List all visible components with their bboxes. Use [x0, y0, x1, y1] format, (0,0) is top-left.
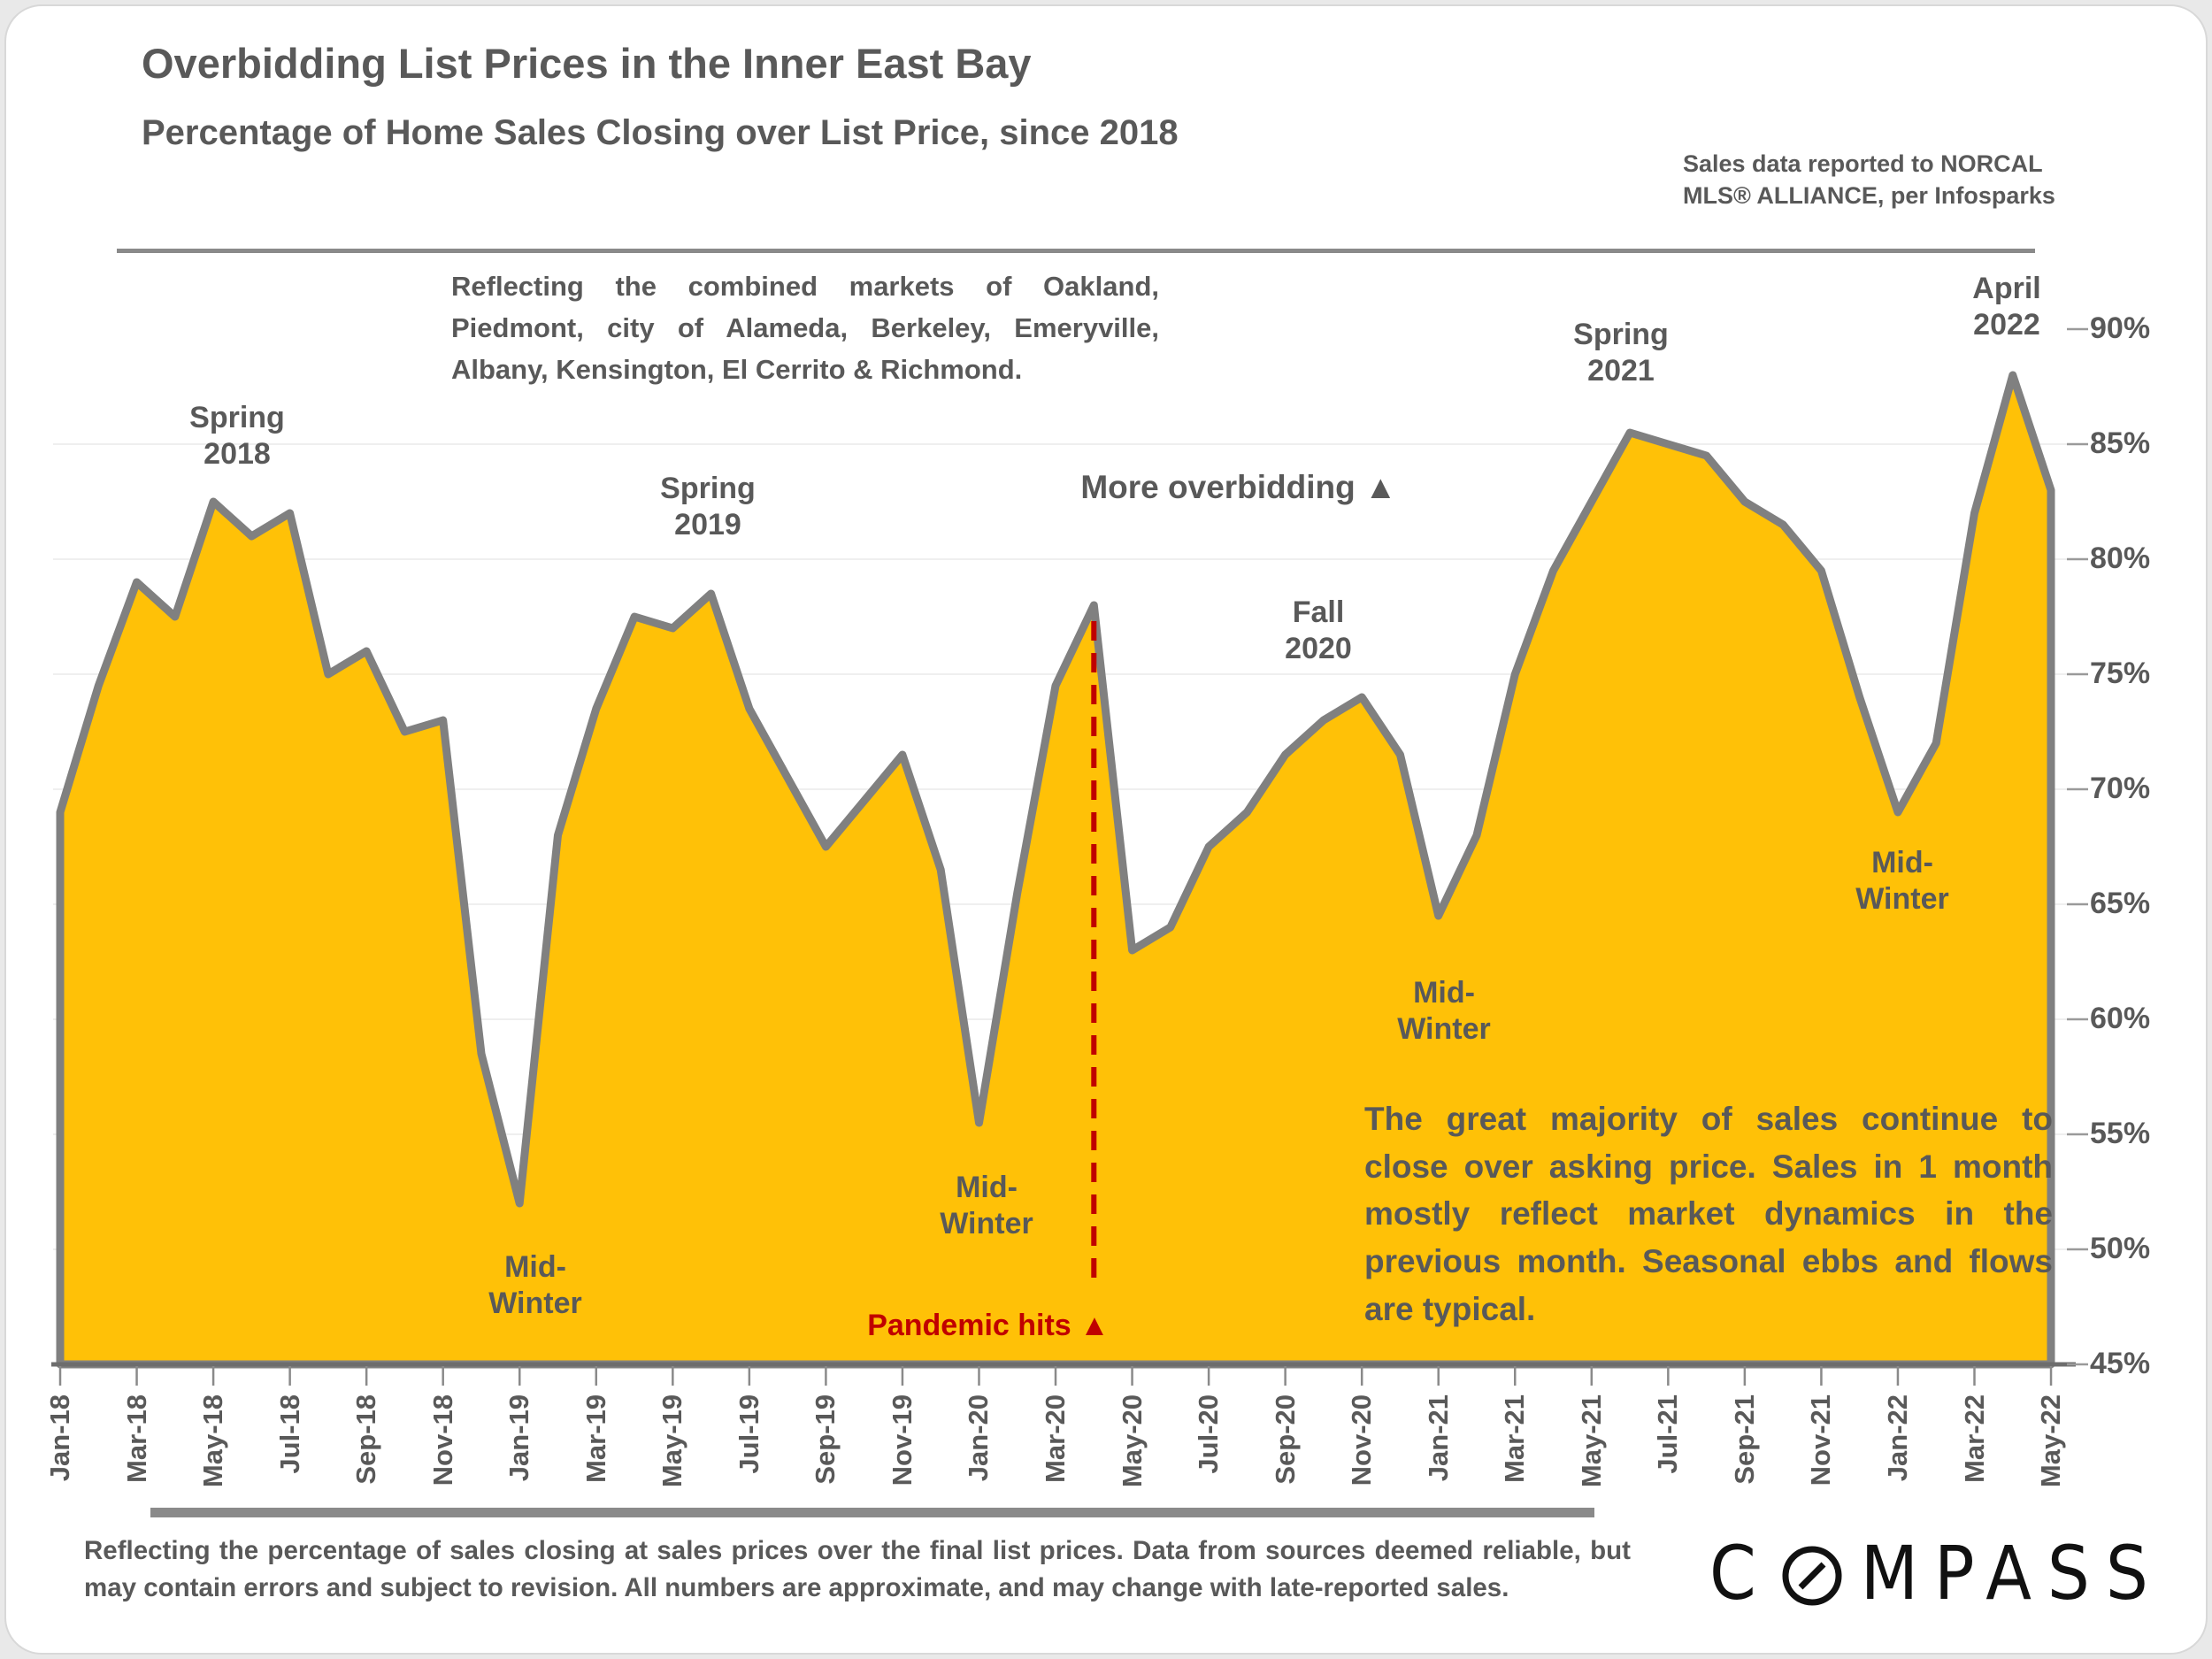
annotation-mid-winter-2021: Mid- Winter [1397, 976, 1491, 1047]
x-axis-label-Jan-20: Jan-20 [963, 1394, 995, 1482]
x-axis-label-Mar-19: Mar-19 [580, 1394, 611, 1483]
data-source-note: Sales data reported to NORCAL MLS® ALLIA… [1683, 150, 2055, 209]
footer-divider [150, 1508, 1594, 1517]
y-axis-label-55: 55% [2090, 1117, 2151, 1150]
x-axis-label-Jul-18: Jul-18 [273, 1394, 305, 1474]
x-axis-label-May-18: May-18 [197, 1394, 229, 1488]
x-axis-label-Jan-19: Jan-19 [503, 1394, 535, 1482]
y-axis-label-45: 45% [2090, 1347, 2151, 1380]
annotation-pandemic-hits: Pandemic hits ▲ [867, 1309, 1110, 1342]
x-axis-label-Sep-20: Sep-20 [1269, 1394, 1301, 1485]
x-axis-label-Jan-22: Jan-22 [1881, 1394, 1913, 1482]
x-axis-label-Jan-18: Jan-18 [44, 1394, 75, 1482]
sales-over-list-area-series [56, 371, 2055, 1369]
x-axis-label-Mar-22: Mar-22 [1958, 1394, 1990, 1483]
compass-logo: C MPASS [1709, 1530, 2164, 1617]
annotation-more-overbidding: More overbidding ▲ [1080, 469, 1397, 505]
x-axis-label-May-22: May-22 [2035, 1394, 2067, 1488]
annotation-spring-2018: Spring 2018 [189, 401, 285, 472]
annotation-spring-2019: Spring 2019 [660, 472, 756, 542]
y-axis-label-70: 70% [2090, 772, 2151, 805]
x-axis-label-Jul-21: Jul-21 [1652, 1394, 1684, 1474]
y-axis-label-85: 85% [2090, 426, 2151, 460]
annotation-fall-2020: Fall 2020 [1285, 595, 1352, 666]
x-axis-label-Sep-19: Sep-19 [810, 1394, 841, 1485]
footer-disclaimer: Reflecting the percentage of sales closi… [84, 1536, 1631, 1602]
chart-subtitle: Percentage of Home Sales Closing over Li… [142, 113, 1179, 152]
x-axis-label-May-19: May-19 [657, 1394, 688, 1488]
x-axis-label-Mar-21: Mar-21 [1499, 1394, 1531, 1483]
compass-logo-text-right: MPASS [1860, 1530, 2164, 1617]
x-axis-label-Nov-18: Nov-18 [426, 1394, 458, 1486]
y-axis-label-60: 60% [2090, 1002, 2151, 1035]
x-axis-label-Mar-18: Mar-18 [120, 1394, 152, 1483]
compass-logo-text-left: C [1709, 1530, 1772, 1617]
x-axis-label-Jul-19: Jul-19 [733, 1394, 764, 1474]
y-axis-label-50: 50% [2090, 1232, 2151, 1265]
header-divider [117, 249, 2035, 253]
annotation-spring-2021: Spring 2021 [1573, 318, 1669, 388]
x-axis-label-Jan-21: Jan-21 [1422, 1394, 1454, 1482]
page-title: Overbidding List Prices in the Inner Eas… [142, 40, 1032, 87]
x-axis-label-Sep-18: Sep-18 [350, 1394, 382, 1485]
y-axis-label-80: 80% [2090, 541, 2151, 575]
commentary-paragraph: The great majority of sales continue to … [1364, 1101, 2053, 1327]
compass-o-icon [1782, 1546, 1842, 1606]
x-axis-label-Nov-20: Nov-20 [1346, 1394, 1378, 1486]
x-axis-label-Nov-19: Nov-19 [886, 1394, 918, 1486]
y-axis-label-75: 75% [2090, 657, 2151, 690]
x-axis-label-Mar-20: Mar-20 [1040, 1394, 1071, 1483]
x-axis-label-Jul-20: Jul-20 [1193, 1394, 1225, 1474]
annotation-mid-winter-2020: Mid- Winter [940, 1171, 1033, 1241]
y-axis-label-65: 65% [2090, 887, 2151, 920]
x-axis-label-May-20: May-20 [1116, 1394, 1148, 1488]
annotation-mid-winter-2019: Mid- Winter [488, 1250, 582, 1321]
annotation-april-2022: April 2022 [1972, 272, 2041, 342]
y-axis-label-90: 90% [2090, 311, 2151, 345]
x-axis-label-Sep-21: Sep-21 [1728, 1394, 1760, 1485]
x-axis-label-Nov-21: Nov-21 [1805, 1394, 1837, 1486]
market-coverage-note: Reflecting the combined markets of Oakla… [451, 271, 1159, 386]
annotation-mid-winter-2022: Mid- Winter [1855, 846, 1949, 917]
x-axis-label-May-21: May-21 [1575, 1394, 1607, 1488]
